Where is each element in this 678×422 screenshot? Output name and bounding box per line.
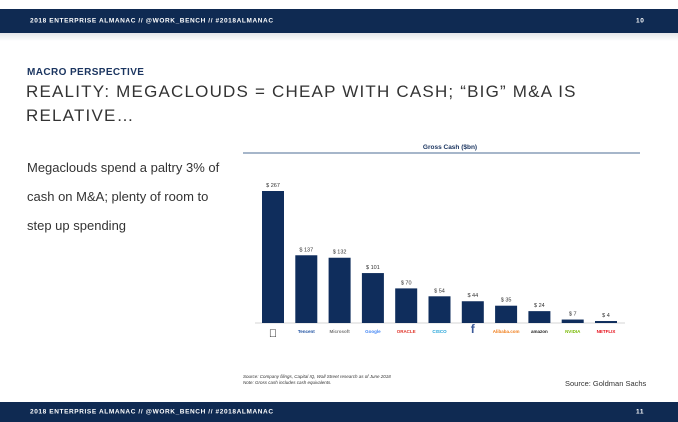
header-bar: 2018 ENTERPRISE ALMANAC // @WORK_BENCH /… — [0, 9, 678, 33]
company-logo-oracle: ORACLE — [397, 329, 416, 334]
source-note-1: Source: Company filings, Capital IQ, Wal… — [243, 374, 391, 379]
source-notes: Source: Company filings, Capital IQ, Wal… — [243, 374, 391, 386]
slide-title: REALITY: MEGACLOUDS = CHEAP WITH CASH; “… — [26, 82, 577, 125]
data-label: $ 54 — [434, 288, 445, 294]
footer-page-number: 11 — [636, 408, 645, 416]
bar-cisco — [428, 296, 451, 323]
data-label: $ 24 — [534, 303, 545, 309]
data-label: $ 101 — [366, 265, 380, 271]
company-logo-google: Google — [365, 329, 381, 334]
data-label: $ 7 — [569, 312, 577, 318]
company-logo-cisco: CISCO — [432, 329, 447, 334]
company-logo-tencent: Tencent — [298, 329, 315, 334]
data-label: $ 70 — [401, 280, 412, 286]
bar-nvidia — [561, 319, 584, 323]
source-note-2: Note: Gross cash includes cash equivalen… — [243, 380, 332, 385]
company-logo-amazon: amazon — [531, 329, 548, 334]
bar-amazon — [528, 311, 551, 323]
data-label: $ 4 — [602, 313, 610, 319]
data-label: $ 132 — [333, 250, 347, 256]
company-logo-apple:  — [269, 328, 277, 340]
data-label: $ 137 — [299, 247, 313, 253]
data-label: $ 44 — [467, 293, 478, 299]
bar-apple — [262, 191, 284, 323]
header-shadow — [0, 33, 678, 41]
company-logo-f: f — [471, 322, 476, 336]
footer-bar: 2018 ENTERPRISE ALMANAC // @WORK_BENCH /… — [0, 402, 678, 422]
company-logo-microsoft: Microsoft — [329, 329, 350, 334]
chart-title: Gross Cash ($bn) — [423, 144, 477, 151]
data-label: $ 35 — [501, 298, 512, 304]
bar-alibabacom — [495, 305, 518, 323]
bar-f — [461, 301, 484, 323]
source-credit: Source: Goldman Sachs — [565, 379, 647, 388]
company-logo-nvidia: NVIDIA — [565, 329, 581, 334]
section-kicker: MACRO PERSPECTIVE — [27, 67, 145, 78]
bar-microsoft — [328, 257, 351, 323]
bar-oracle — [395, 288, 418, 323]
header-page-number: 10 — [636, 17, 645, 25]
bar-netflix — [595, 321, 617, 323]
company-logo-alibabacom: Alibaba.com — [493, 329, 520, 334]
bar-tencent — [295, 255, 318, 323]
company-logo-netflix: NETFLIX — [597, 329, 616, 334]
body-text: Megaclouds spend a paltry 3% of cash on … — [27, 160, 220, 233]
bar-google — [361, 273, 384, 323]
footer-text: 2018 ENTERPRISE ALMANAC // @WORK_BENCH /… — [30, 408, 274, 416]
data-label: $ 267 — [266, 183, 280, 189]
header-text: 2018 ENTERPRISE ALMANAC // @WORK_BENCH /… — [30, 17, 274, 25]
